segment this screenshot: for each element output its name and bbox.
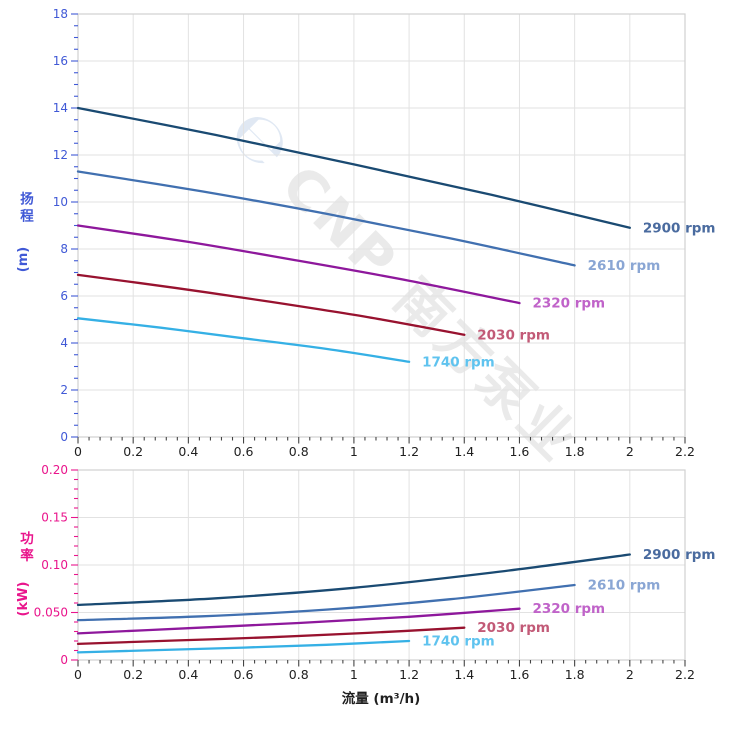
y-tick-label: 6: [60, 289, 68, 303]
curve-2030-rpm: [76, 626, 466, 645]
y-axis-title: 率: [20, 547, 34, 564]
x-tick-label: 0.4: [178, 667, 198, 682]
x-tick-label: 0.6: [234, 667, 254, 682]
y-tick-label: 12: [53, 148, 68, 162]
x-tick-label: 1.4: [454, 444, 474, 459]
watermark: ℮ CNP 南方泵业: [214, 92, 599, 477]
y-tick-label: 14: [53, 101, 68, 115]
x-tick-label: 0.8: [289, 444, 309, 459]
x-tick-label: 1.6: [510, 667, 530, 682]
curve-label-2610-rpm: 2610 rpm: [588, 577, 661, 593]
head-chart: 0 0.2 0.4 0.6 0.8 1 1.2 1.4 1.6 1.8 2 2.2 0 2 4 6 8 10 12 1…: [16, 7, 715, 459]
curve-2900-rpm: [76, 553, 631, 607]
x-tick-label: 2: [626, 667, 634, 682]
y-axis-unit: (m): [16, 247, 31, 272]
x-tick-label: 1.2: [399, 444, 419, 459]
y-tick-label: 0: [60, 653, 68, 667]
x-tick-label: 1.2: [399, 667, 419, 682]
curve-label-2610-rpm: 2610 rpm: [588, 258, 661, 274]
y-tick-label: 16: [53, 54, 68, 68]
y-tick-label: 0.15: [41, 511, 68, 525]
curve-label-2900-rpm: 2900 rpm: [643, 547, 716, 563]
svg-text:℮ CNP 南方泵业: ℮ CNP 南方泵业: [214, 92, 599, 477]
y-tick-label: 0.050: [34, 606, 68, 620]
x-tick-label: 1: [350, 444, 358, 459]
curve-2320-rpm: [76, 224, 521, 305]
y-tick-label: 0.10: [41, 558, 68, 572]
x-tick-label: 2: [626, 444, 634, 459]
y-tick-label: 18: [53, 7, 68, 21]
y-tick-label: 4: [60, 336, 68, 350]
y-axis-title: 程: [20, 209, 34, 225]
y-axis-unit: (kW): [16, 582, 31, 617]
curve-1740-rpm: [76, 639, 411, 654]
curve-label-2320-rpm: 2320 rpm: [532, 296, 605, 312]
y-axis-title: 扬: [20, 191, 34, 208]
x-tick-label: 2.2: [675, 667, 695, 682]
x-tick-label: 0: [74, 444, 82, 459]
x-tick-label: 0.4: [178, 444, 198, 459]
x-tick-label: 1.4: [454, 667, 474, 682]
x-tick-label: 0.2: [123, 667, 143, 682]
curve-label-2900-rpm: 2900 rpm: [643, 220, 716, 236]
curve-2610-rpm: [76, 583, 576, 622]
curve-2030-rpm: [76, 273, 466, 336]
y-tick-label: 0: [60, 430, 68, 444]
curve-label-2320-rpm: 2320 rpm: [532, 601, 605, 617]
y-axis-title: 功: [20, 531, 34, 547]
y-tick-label: 0.20: [41, 463, 68, 477]
curve-2900-rpm: [76, 106, 631, 229]
x-tick-label: 1.6: [510, 444, 530, 459]
x-tick-label: 0.8: [289, 667, 309, 682]
power-chart: 0 0.2 0.4 0.6 0.8 1 1.2 1.4 1.6 1.8 2 2.2 0 0.050 0.10…: [16, 463, 715, 682]
y-tick-label: 10: [53, 195, 68, 209]
x-tick-label: 2.2: [675, 444, 695, 459]
curve-label-1740-rpm: 1740 rpm: [422, 354, 495, 370]
x-tick-label: 1.8: [565, 667, 585, 682]
curve-label-2030-rpm: 2030 rpm: [477, 327, 550, 343]
y-tick-label: 8: [60, 242, 68, 256]
x-tick-label: 0.2: [123, 444, 143, 459]
curve-1740-rpm: [76, 317, 411, 363]
curve-label-2030-rpm: 2030 rpm: [477, 620, 550, 636]
curve-label-1740-rpm: 1740 rpm: [422, 634, 495, 650]
x-tick-label: 1.8: [565, 444, 585, 459]
x-tick-label: 0: [74, 667, 82, 682]
x-tick-label: 1: [350, 667, 358, 682]
x-axis-title: 流量 (m³/h): [342, 690, 421, 707]
curve-2320-rpm: [76, 607, 521, 635]
x-tick-label: 0.6: [234, 444, 254, 459]
curve-2610-rpm: [76, 170, 576, 267]
y-tick-label: 2: [60, 383, 68, 397]
